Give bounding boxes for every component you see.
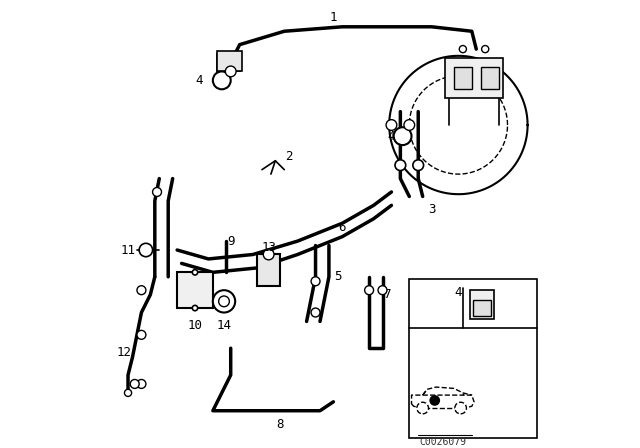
Text: 13: 13	[261, 241, 276, 254]
Text: 8: 8	[276, 418, 284, 431]
Text: 10: 10	[188, 319, 202, 332]
Bar	[445, 58, 503, 98]
Circle shape	[137, 379, 146, 388]
Circle shape	[311, 277, 320, 286]
Circle shape	[137, 330, 146, 339]
Circle shape	[455, 402, 467, 414]
Text: 2: 2	[285, 150, 292, 163]
Text: 12: 12	[116, 346, 131, 359]
Text: 4: 4	[196, 74, 204, 87]
Text: 4: 4	[454, 286, 462, 299]
Circle shape	[404, 120, 415, 130]
Circle shape	[192, 270, 198, 275]
Circle shape	[395, 160, 406, 171]
Bar	[218, 54, 239, 71]
Circle shape	[482, 46, 489, 53]
Circle shape	[365, 286, 374, 295]
Text: 9: 9	[227, 235, 234, 248]
Text: 7: 7	[383, 288, 390, 301]
Bar	[473, 301, 492, 316]
Circle shape	[225, 66, 236, 77]
Bar	[218, 52, 242, 71]
Text: 6: 6	[339, 221, 346, 234]
Circle shape	[386, 120, 397, 130]
Circle shape	[429, 395, 440, 406]
Text: 5: 5	[334, 270, 342, 283]
Circle shape	[219, 296, 229, 307]
Text: 1: 1	[330, 11, 337, 24]
Circle shape	[213, 71, 230, 89]
Circle shape	[378, 286, 387, 295]
Text: 4: 4	[388, 129, 395, 142]
Circle shape	[394, 127, 412, 145]
Text: 14: 14	[216, 319, 232, 332]
Text: 3: 3	[428, 203, 435, 216]
Circle shape	[139, 243, 152, 257]
Circle shape	[213, 290, 235, 313]
Circle shape	[413, 160, 424, 171]
Circle shape	[131, 379, 139, 388]
Bar	[177, 272, 213, 308]
Circle shape	[311, 308, 320, 317]
Circle shape	[417, 402, 429, 414]
Bar	[481, 67, 499, 89]
Circle shape	[460, 46, 467, 53]
Circle shape	[124, 389, 132, 396]
Circle shape	[152, 188, 161, 196]
Circle shape	[137, 286, 146, 295]
Bar	[410, 279, 536, 438]
Bar	[454, 67, 472, 89]
Text: C0026079: C0026079	[419, 437, 467, 447]
Circle shape	[263, 249, 274, 260]
Text: 11: 11	[120, 244, 136, 257]
Circle shape	[192, 306, 198, 311]
Bar	[470, 290, 494, 319]
Bar	[257, 254, 280, 286]
